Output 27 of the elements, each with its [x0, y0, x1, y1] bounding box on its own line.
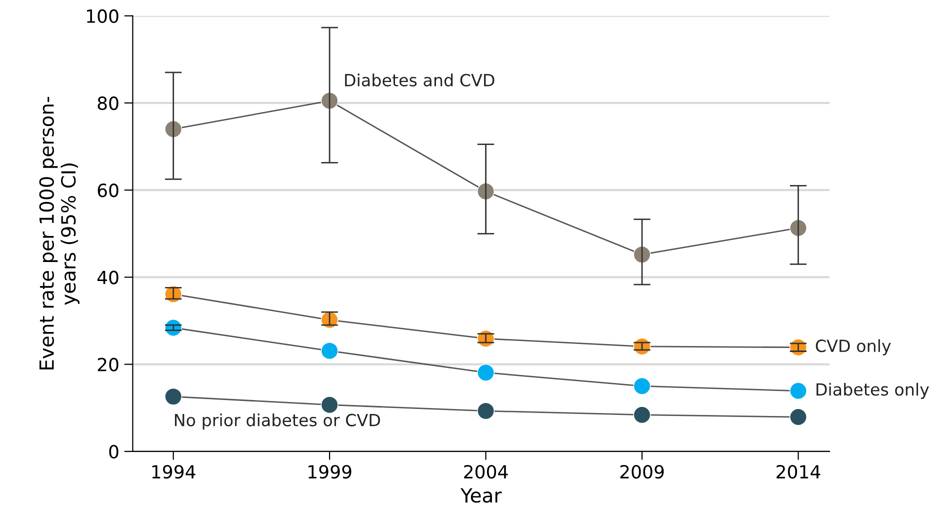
point [633, 246, 651, 264]
y-tick-label: 40 [97, 270, 118, 284]
annotation: Diabetes and CVD [345, 74, 494, 86]
point [477, 402, 494, 420]
point [164, 388, 182, 406]
x-tick-label: 1999 [308, 464, 352, 479]
x-tick-label: 2009 [620, 464, 664, 479]
point [633, 406, 651, 424]
point [320, 396, 338, 414]
y-tick-label: 100 [87, 9, 118, 23]
point [477, 364, 494, 382]
y-tick-label: 0 [109, 444, 118, 459]
point [790, 382, 807, 400]
x-tick-label: 2014 [776, 464, 820, 479]
y-tick-label: 60 [98, 184, 118, 198]
y-tick-label: 80 [98, 96, 118, 110]
x-tick-label: 1994 [152, 464, 196, 479]
point [633, 377, 651, 395]
point [790, 408, 807, 426]
point [320, 342, 338, 360]
x-tick-label: 2004 [464, 464, 508, 479]
y-tick-label: 20 [98, 358, 118, 372]
x-axis-title: Year [460, 488, 502, 503]
annotation: No prior diabetes or CVD [174, 413, 380, 430]
annotation: Diabetes only [816, 382, 929, 399]
y-axis-title: Event rate per 1000 person- years (95% CI) [39, 96, 80, 370]
annotation: CVD only [816, 339, 891, 356]
